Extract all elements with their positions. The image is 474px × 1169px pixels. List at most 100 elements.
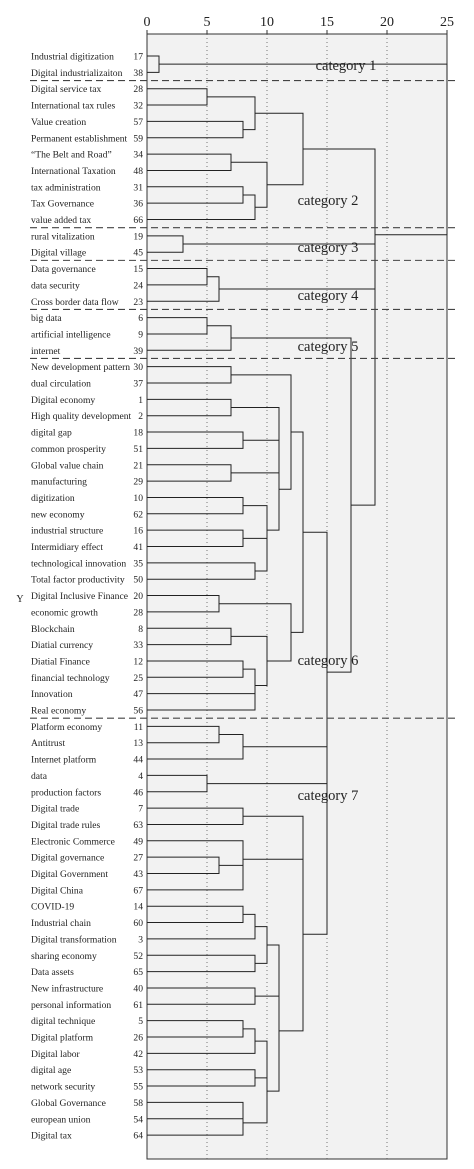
leaf-id: 40 xyxy=(133,983,143,994)
leaf-label: Digital tax xyxy=(31,1131,72,1142)
leaf-id: 63 xyxy=(133,820,143,831)
leaf-id: 37 xyxy=(133,379,143,390)
leaf-id: 16 xyxy=(133,526,143,537)
leaf-label: Antitrust xyxy=(31,738,65,749)
leaf-id: 57 xyxy=(133,117,143,128)
leaf-id: 66 xyxy=(133,215,143,226)
leaf-label: data security xyxy=(31,280,80,291)
dendrogram-branch xyxy=(243,1059,268,1124)
leaf-label: Innovation xyxy=(31,689,73,700)
leaf-id: 61 xyxy=(133,1000,143,1011)
leaf-id: 34 xyxy=(133,150,143,161)
leaf-label: Digital industrializaiton xyxy=(31,68,123,79)
leaf-label: Electronic Commerce xyxy=(31,836,115,847)
leaf-id: 29 xyxy=(133,477,143,488)
leaf-label: International tax rules xyxy=(31,101,115,112)
leaf-label: “The Belt and Road” xyxy=(31,150,112,161)
leaf-label: big data xyxy=(31,313,62,324)
leaf-id: 28 xyxy=(133,84,143,95)
leaf-id: 45 xyxy=(133,248,143,259)
leaf-id: 18 xyxy=(133,428,143,439)
leaf-label: Permanent establishment xyxy=(31,133,128,144)
dendrogram-branch xyxy=(159,63,448,236)
leaf-label: economic growth xyxy=(31,607,98,618)
leaf-id: 20 xyxy=(133,591,143,602)
leaf-id: 36 xyxy=(133,199,143,210)
leaf-id: 48 xyxy=(133,166,143,177)
leaf-id: 21 xyxy=(133,460,143,471)
leaf-label: industrial structure xyxy=(31,526,103,537)
axis-tick-label: 15 xyxy=(320,15,334,30)
leaf-label: Digital trade xyxy=(31,804,79,815)
leaf-id: 7 xyxy=(138,804,143,815)
leaf-id: 30 xyxy=(133,362,143,373)
leaf-id: 4 xyxy=(138,771,143,782)
leaf-id: 33 xyxy=(133,640,143,651)
leaf-id: 1 xyxy=(138,395,143,406)
leaf-id: 19 xyxy=(133,231,143,242)
leaf-label: production factors xyxy=(31,787,101,798)
leaf-id: 27 xyxy=(133,853,143,864)
axis-tick-label: 0 xyxy=(144,15,151,30)
leaf-id: 26 xyxy=(133,1033,143,1044)
leaf-label: sharing economy xyxy=(31,951,97,962)
leaf-id: 28 xyxy=(133,607,143,618)
dendrogram-branch xyxy=(147,1110,244,1136)
leaf-label: Internet platform xyxy=(31,755,97,766)
dendrogram-branch xyxy=(255,944,280,997)
category-label: category 3 xyxy=(298,240,359,256)
leaf-label: Cross border data flow xyxy=(31,297,119,308)
leaf-id: 50 xyxy=(133,575,143,586)
category-label: category 6 xyxy=(298,653,359,669)
leaf-id: 42 xyxy=(133,1049,143,1060)
leaf-label: Diatial Finance xyxy=(31,656,90,667)
leaf-id: 39 xyxy=(133,346,143,357)
dendrogram-branch xyxy=(243,505,268,555)
leaf-id: 47 xyxy=(133,689,143,700)
leaf-label: High quality development xyxy=(31,411,132,422)
category-label: category 4 xyxy=(298,288,360,304)
leaf-label: Diatial currency xyxy=(31,640,93,651)
leaf-label: technological innovation xyxy=(31,558,126,569)
leaf-label: artificial intelligence xyxy=(31,329,111,340)
leaf-id: 14 xyxy=(133,902,143,913)
leaf-label: dual circulation xyxy=(31,379,91,390)
category-label: category 1 xyxy=(316,58,377,74)
leaf-label: International Taxation xyxy=(31,166,116,177)
leaf-label: financial technology xyxy=(31,673,110,684)
leaf-label: Blockchain xyxy=(31,624,75,635)
leaf-label: common prosperity xyxy=(31,444,106,455)
dendrogram-branch xyxy=(267,448,280,531)
leaf-id: 43 xyxy=(133,869,143,880)
dendrogram-branch xyxy=(267,970,280,1092)
leaf-id: 32 xyxy=(133,101,143,112)
leaf-id: 5 xyxy=(138,1016,143,1027)
leaf-label: digital technique xyxy=(31,1016,95,1027)
leaf-label: digital age xyxy=(31,1065,71,1076)
category-label: category 7 xyxy=(298,788,359,804)
axis-tick-label: 10 xyxy=(260,15,274,30)
axis-tick-label: 25 xyxy=(440,15,454,30)
leaf-label: Digital governance xyxy=(31,853,104,864)
leaf-id: 13 xyxy=(133,738,143,749)
leaf-label: Platform economy xyxy=(31,722,102,733)
category-label: category 2 xyxy=(298,193,359,209)
dendrogram-branch xyxy=(279,837,304,1032)
leaf-id: 25 xyxy=(133,673,143,684)
leaf-label: Global Governance xyxy=(31,1098,106,1109)
leaf-id: 52 xyxy=(133,951,143,962)
leaf-id: 59 xyxy=(133,133,143,144)
leaf-label: Digital China xyxy=(31,885,84,896)
dendrogram-branch xyxy=(243,668,256,702)
leaf-label: Industrial chain xyxy=(31,918,91,929)
leaf-label: data xyxy=(31,771,48,782)
dendrogram-branch xyxy=(303,531,328,813)
leaf-label: Data governance xyxy=(31,264,96,275)
leaf-label: Tax Governance xyxy=(31,199,94,210)
leaf-label: Global value chain xyxy=(31,460,104,471)
leaf-id: 35 xyxy=(133,558,143,569)
dendrogram-branch xyxy=(303,148,376,321)
leaf-id: 54 xyxy=(133,1114,143,1125)
leaf-label: New development pattern xyxy=(31,362,130,373)
